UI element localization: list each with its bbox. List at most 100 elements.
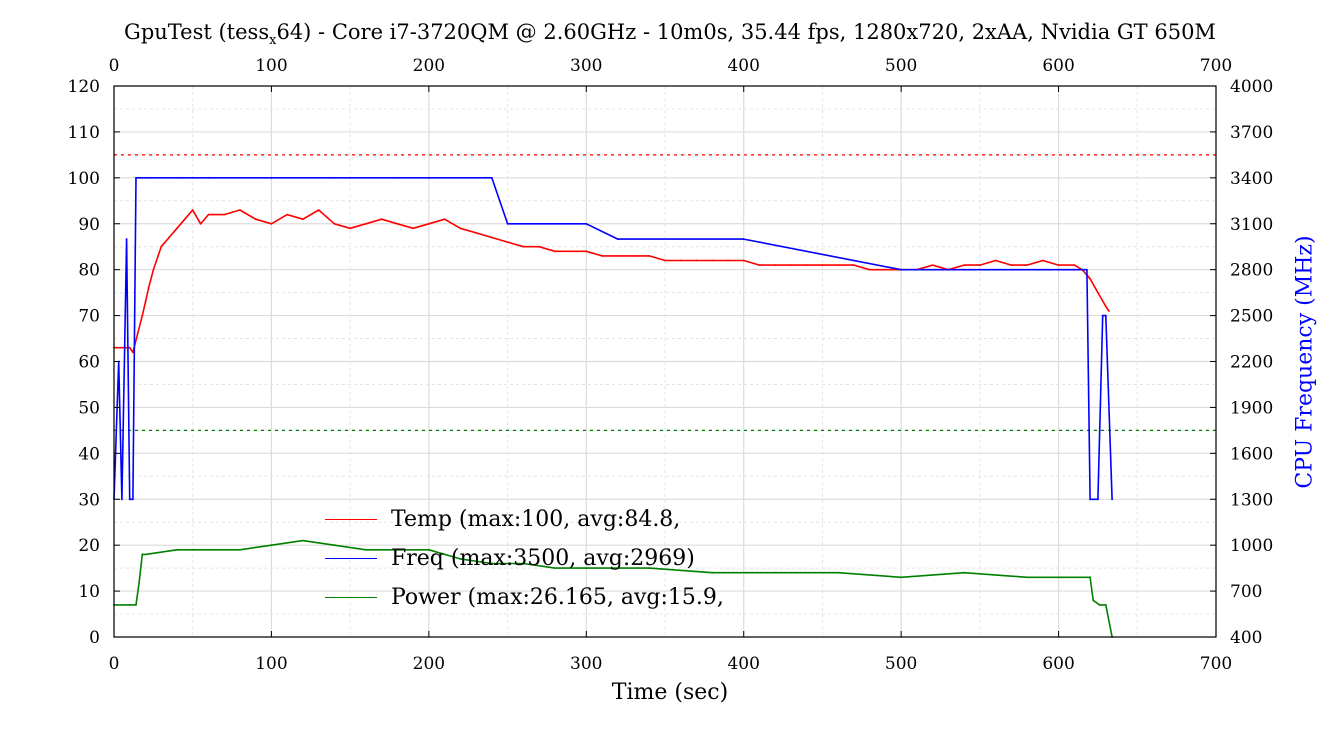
series-2-point-23 — [837, 571, 840, 574]
series-0-point-30 — [443, 218, 446, 221]
legend: Temp (max:100, avg:84.8, Freq (max:3500,… — [325, 500, 724, 617]
series-2-point-12 — [365, 548, 367, 551]
series-2-point-1 — [128, 604, 131, 606]
y2-tick-label-5: 1900 — [1230, 398, 1273, 418]
x-tick-label-bottom-0: 0 — [109, 654, 120, 674]
series-1-point-23 — [1073, 268, 1076, 271]
series-0-point-5 — [144, 300, 147, 303]
series-2-point-2 — [135, 604, 137, 606]
y2-tick-label-9: 3100 — [1230, 215, 1273, 235]
series-2-point-26 — [1026, 576, 1028, 579]
series-0-point-64 — [979, 264, 981, 266]
series-0-point-25 — [365, 222, 367, 225]
series-0-point-74 — [1104, 305, 1107, 308]
series-0-point-49 — [742, 259, 745, 262]
y-tick-label-9: 90 — [78, 215, 100, 235]
x-tick-label-bottom-4: 400 — [727, 654, 759, 674]
series-0-point-22 — [317, 209, 320, 211]
series-2-point-14 — [428, 548, 430, 551]
series-0-point-66 — [1010, 264, 1013, 266]
series-0-point-52 — [790, 264, 792, 266]
series-0-point-46 — [695, 259, 698, 262]
legend-item-temp: Temp (max:100, avg:84.8, — [325, 500, 724, 539]
series-2-point-10 — [302, 539, 304, 542]
legend-label-temp: Temp (max:100, avg:84.8, — [391, 507, 681, 532]
series-0-point-4 — [141, 314, 144, 317]
series-0-point-26 — [380, 218, 383, 221]
y2-tick-label-2: 1000 — [1230, 536, 1273, 556]
series-0-point-34 — [506, 241, 509, 244]
x-tick-label-top-0: 0 — [109, 56, 120, 76]
series-0-point-27 — [396, 222, 399, 225]
x-tick-label-top-3: 300 — [570, 56, 602, 76]
series-1-point-20 — [900, 268, 902, 271]
series-2-point-13 — [396, 548, 399, 551]
series-0-point-21 — [302, 218, 304, 221]
y-tick-label-6: 60 — [78, 353, 100, 373]
y-tick-label-11: 110 — [68, 123, 100, 143]
series-0-point-35 — [522, 245, 525, 248]
series-2-point-7 — [207, 548, 210, 551]
series-1-point-10 — [207, 176, 210, 179]
series-0-point-9 — [160, 245, 163, 248]
series-0-point-39 — [585, 250, 588, 253]
reference-lines — [114, 154, 1216, 432]
series-1-point-2 — [121, 498, 123, 501]
series-1-point-13 — [396, 176, 399, 179]
series-1-point-22 — [1057, 268, 1060, 271]
x-axis-label: Time (sec) — [611, 680, 729, 705]
series-1-point-27 — [1101, 314, 1104, 317]
series-1-point-26 — [1097, 498, 1099, 501]
legend-item-freq: Freq (max:3500, avg:2969) — [325, 539, 724, 578]
series-line-2 — [114, 539, 1113, 638]
y2-axis-label: CPU Frequency (MHz) — [1292, 235, 1318, 489]
x-tick-label-top-1: 100 — [255, 56, 287, 76]
y2-tick-label-0: 400 — [1230, 628, 1262, 648]
y-tick-label-3: 30 — [78, 490, 100, 510]
series-0-point-47 — [711, 259, 714, 262]
y2-tick-label-12: 4000 — [1230, 77, 1273, 97]
tick-labels: 0010010020020030030040040050050060060070… — [68, 56, 1274, 674]
y2-tick-label-1: 700 — [1230, 582, 1262, 602]
series-0-point-43 — [648, 255, 651, 257]
series-group — [113, 176, 1113, 638]
series-1-point-6 — [135, 176, 137, 179]
series-0-point-19 — [270, 222, 273, 225]
series-0-point-31 — [459, 227, 462, 230]
y-tick-label-2: 20 — [78, 536, 100, 556]
series-0-point-65 — [994, 259, 997, 262]
series-0-point-51 — [774, 264, 777, 266]
series-0-point-11 — [176, 227, 178, 230]
series-1-point-11 — [270, 176, 273, 179]
series-0-point-13 — [191, 209, 194, 211]
series-2-point-28 — [1092, 599, 1095, 602]
series-2-point-22 — [774, 571, 777, 574]
legend-swatch-power — [325, 597, 377, 598]
series-1-point-4 — [128, 498, 131, 501]
series-0-point-2 — [132, 351, 134, 354]
series-0-point-75 — [1108, 310, 1110, 312]
series-1-point-18 — [616, 238, 619, 241]
series-0-point-61 — [931, 264, 934, 266]
title-subscript: x — [269, 33, 277, 49]
series-0-point-14 — [199, 222, 202, 225]
series-0-point-18 — [254, 218, 257, 221]
series-0-point-20 — [286, 213, 289, 216]
series-2-point-21 — [711, 571, 714, 574]
series-0-point-45 — [679, 259, 682, 262]
series-0-point-40 — [601, 255, 603, 257]
series-1-point-29 — [1111, 498, 1113, 501]
series-2-point-3 — [138, 581, 141, 583]
series-0-point-44 — [664, 259, 666, 262]
x-tick-label-top-4: 400 — [727, 56, 759, 76]
series-0-point-53 — [805, 264, 808, 266]
y-tick-label-7: 70 — [78, 307, 100, 327]
y2-tick-label-8: 2800 — [1230, 261, 1273, 281]
x-tick-label-bottom-7: 700 — [1200, 654, 1232, 674]
series-0-point-69 — [1057, 264, 1060, 266]
series-2-point-19 — [585, 567, 588, 569]
series-0-point-33 — [490, 236, 493, 239]
series-2-point-27 — [1089, 576, 1091, 579]
series-1-point-9 — [176, 176, 178, 179]
